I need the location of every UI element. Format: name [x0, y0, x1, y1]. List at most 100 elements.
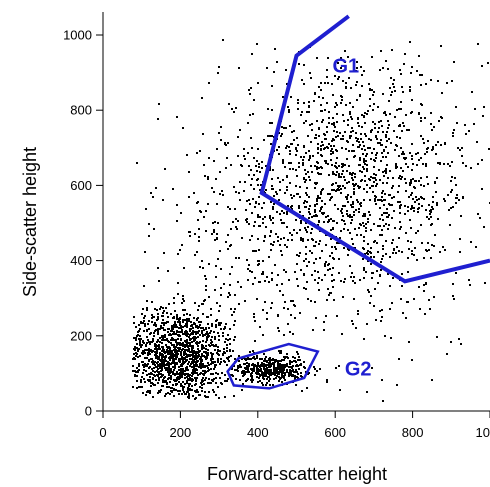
data-point: [296, 232, 298, 234]
data-point: [306, 281, 308, 283]
data-point: [272, 206, 274, 208]
data-point: [455, 184, 457, 186]
data-point: [349, 232, 351, 234]
data-point: [224, 142, 226, 144]
data-point: [278, 350, 280, 352]
data-point: [197, 336, 199, 338]
data-point: [351, 272, 353, 274]
data-point: [316, 166, 318, 168]
data-point: [205, 230, 207, 232]
data-point: [313, 262, 315, 264]
data-point: [380, 269, 382, 271]
data-point: [208, 364, 210, 366]
data-point: [132, 358, 134, 360]
data-point: [329, 292, 331, 294]
data-point: [425, 163, 427, 165]
data-point: [207, 370, 209, 372]
data-point: [370, 256, 372, 258]
data-point: [352, 179, 354, 181]
data-point: [381, 258, 383, 260]
data-point: [417, 211, 419, 213]
data-point: [154, 308, 156, 310]
data-point: [156, 362, 158, 364]
data-point: [161, 358, 163, 360]
data-point: [283, 127, 285, 129]
data-point: [148, 373, 150, 375]
data-point: [208, 296, 210, 298]
data-point: [180, 383, 182, 385]
data-point: [262, 222, 264, 224]
data-point: [155, 379, 157, 381]
data-point: [328, 122, 330, 124]
data-point: [272, 169, 274, 171]
data-point: [232, 221, 234, 223]
data-point: [341, 208, 343, 210]
data-point: [256, 367, 258, 369]
data-point: [390, 142, 392, 144]
data-point: [175, 341, 177, 343]
data-point: [162, 319, 164, 321]
data-point: [383, 175, 385, 177]
data-point: [253, 356, 255, 358]
data-point: [346, 182, 348, 184]
data-point: [392, 239, 394, 241]
data-point: [333, 189, 335, 191]
data-point: [289, 369, 291, 371]
data-point: [239, 129, 241, 131]
data-point: [381, 229, 383, 231]
data-point: [226, 347, 228, 349]
data-point: [279, 367, 281, 369]
data-point: [223, 328, 225, 330]
data-point: [239, 379, 241, 381]
data-point: [422, 163, 424, 165]
data-point: [382, 255, 384, 257]
data-point: [147, 354, 149, 356]
data-point: [191, 375, 193, 377]
data-point: [154, 351, 156, 353]
data-point: [391, 204, 393, 206]
data-point: [238, 360, 240, 362]
data-point: [261, 362, 263, 364]
data-point: [278, 330, 280, 332]
data-point: [349, 173, 351, 175]
data-point: [324, 203, 326, 205]
data-point: [186, 313, 188, 315]
data-point: [357, 138, 359, 140]
data-point: [213, 231, 215, 233]
data-point: [287, 308, 289, 310]
data-point: [462, 197, 464, 199]
data-point: [305, 152, 307, 154]
data-point: [452, 135, 454, 137]
data-point: [237, 281, 239, 283]
data-point: [322, 119, 324, 121]
data-point: [259, 326, 261, 328]
data-point: [366, 164, 368, 166]
data-point: [182, 295, 184, 297]
data-point: [353, 276, 355, 278]
data-point: [227, 334, 229, 336]
data-point: [257, 148, 259, 150]
data-point: [140, 381, 142, 383]
data-point: [208, 391, 210, 393]
data-point: [329, 268, 331, 270]
data-point: [139, 340, 141, 342]
data-point: [323, 221, 325, 223]
data-point: [460, 343, 462, 345]
data-point: [246, 365, 248, 367]
data-point: [477, 163, 479, 165]
data-point: [175, 356, 177, 358]
data-point: [300, 237, 302, 239]
data-point: [366, 170, 368, 172]
data-point: [314, 209, 316, 211]
data-point: [332, 94, 334, 96]
data-point: [205, 210, 207, 212]
data-point: [430, 112, 432, 114]
data-point: [179, 377, 181, 379]
data-point: [319, 368, 321, 370]
data-point: [307, 298, 309, 300]
data-point: [385, 253, 387, 255]
data-point: [382, 171, 384, 173]
data-point: [253, 366, 255, 368]
data-point: [150, 372, 152, 374]
